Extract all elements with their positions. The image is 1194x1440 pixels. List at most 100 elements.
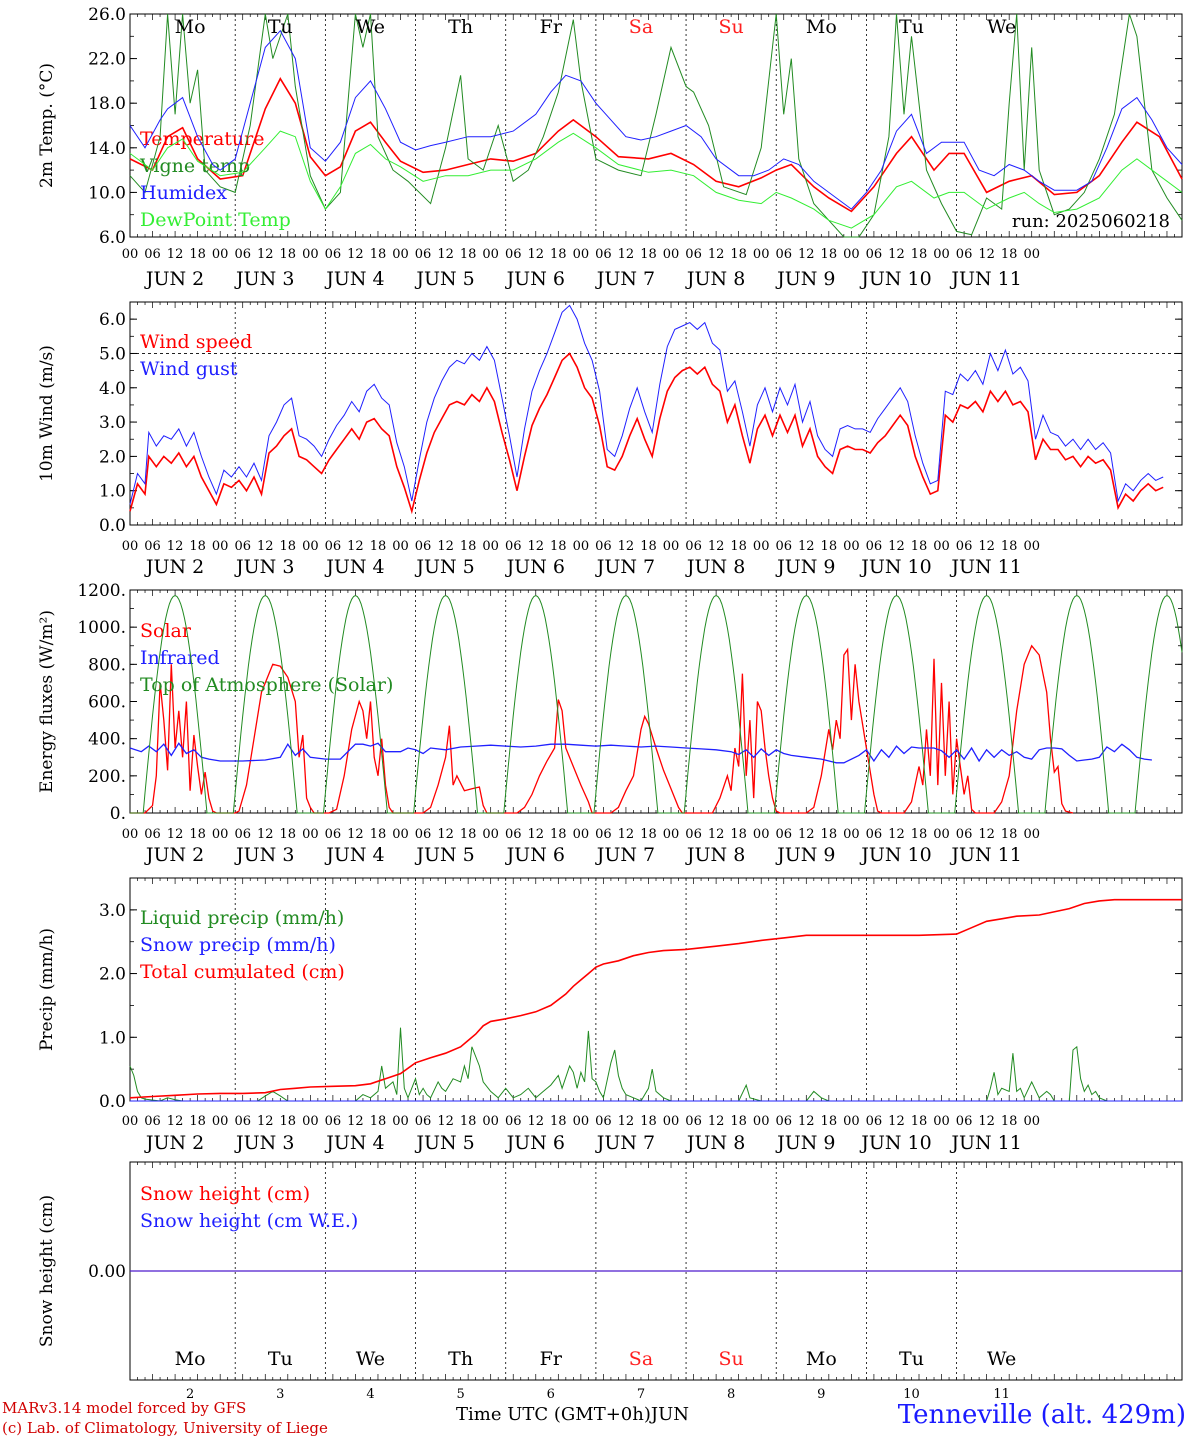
day-label: JUN 10 (859, 268, 931, 290)
hour-tick-label: 00 (573, 247, 590, 262)
hour-tick-label: 00 (663, 1114, 680, 1129)
hour-tick-label: 00 (482, 247, 499, 262)
day-name: Sa (629, 1348, 653, 1370)
legend-entry: Total cumulated (cm) (140, 961, 345, 983)
hour-tick-label: 18 (821, 1114, 838, 1129)
day-label: JUN 6 (505, 268, 565, 290)
hour-tick-label: 12 (257, 247, 274, 262)
y-tick-label: 18.0 (88, 94, 126, 114)
day-label: JUN 6 (505, 1132, 565, 1154)
series-line (129, 898, 1182, 1099)
legend-entry: Wind gust (140, 358, 238, 380)
series-line (130, 595, 1183, 814)
legend-entry: Temperature (140, 128, 264, 150)
hour-tick-label: 00 (753, 247, 770, 262)
hour-tick-label: 06 (415, 247, 432, 262)
hour-tick-label: 06 (775, 247, 792, 262)
hour-tick-label: 06 (325, 247, 342, 262)
hour-tick-label: 18 (280, 247, 297, 262)
hour-tick-label: 12 (167, 1114, 184, 1129)
hour-tick-label: 18 (460, 827, 477, 842)
day-label: JUN 4 (324, 844, 384, 866)
hour-tick-label: 00 (122, 1114, 139, 1129)
day-label: JUN 3 (234, 556, 294, 578)
hour-tick-label: 00 (663, 247, 680, 262)
day-name: Tu (899, 16, 924, 38)
hour-tick-label: 18 (189, 827, 206, 842)
day-label: JUN 8 (685, 268, 745, 290)
day-name: Fr (540, 1348, 563, 1370)
hour-tick-label: 00 (573, 827, 590, 842)
hour-tick-label: 06 (775, 827, 792, 842)
day-label: JUN 5 (414, 1132, 474, 1154)
y-tick-label: 14.0 (88, 139, 126, 159)
day-name: We (987, 16, 1016, 38)
plot-frame (129, 301, 1183, 526)
hour-tick-label: 06 (956, 1114, 973, 1129)
hour-tick-label: 00 (753, 827, 770, 842)
hour-tick-label: 12 (708, 247, 725, 262)
day-name: We (356, 16, 385, 38)
hour-tick-label: 06 (415, 827, 432, 842)
hour-tick-label: 12 (618, 827, 635, 842)
day-label: JUN 10 (859, 844, 931, 866)
hour-tick-label: 18 (460, 247, 477, 262)
day-label: JUN 7 (595, 1132, 655, 1154)
hour-tick-label: 12 (798, 539, 815, 554)
hour-tick-label: 00 (843, 247, 860, 262)
hour-tick-label: 18 (550, 247, 567, 262)
legend-entry: Wind speed (140, 331, 252, 353)
hour-tick-label: 06 (685, 539, 702, 554)
hour-tick-label: 12 (618, 247, 635, 262)
hour-tick-label: 06 (144, 827, 161, 842)
hour-tick-label: 18 (189, 539, 206, 554)
hour-tick-label: 18 (911, 247, 928, 262)
legend-entry: Vigne temp (139, 155, 250, 177)
hour-tick-label: 06 (866, 247, 883, 262)
day-number: 2 (186, 1387, 194, 1402)
hour-tick-label: 18 (640, 827, 657, 842)
day-label: JUN 3 (234, 844, 294, 866)
hour-tick-label: 18 (911, 539, 928, 554)
hour-tick-label: 00 (663, 827, 680, 842)
day-label: JUN 5 (414, 268, 474, 290)
hour-tick-label: 18 (189, 247, 206, 262)
hour-tick-label: 18 (1001, 1114, 1018, 1129)
legend-entry: Snow precip (mm/h) (140, 934, 336, 956)
day-name: Fr (540, 16, 563, 38)
hour-tick-label: 06 (866, 827, 883, 842)
station-name: Tenneville (alt. 429m) (897, 1400, 1186, 1430)
hour-tick-label: 12 (437, 1114, 454, 1129)
y-axis-label: 2m Temp. (°C) (37, 63, 57, 188)
series-line (129, 352, 1164, 515)
y-axis-label: Precip (mm/h) (37, 928, 57, 1051)
day-label: JUN 9 (775, 268, 835, 290)
y-axis-label: Snow height (cm) (37, 1195, 57, 1347)
hour-tick-label: 00 (392, 539, 409, 554)
day-name: Su (719, 1348, 744, 1370)
day-number: 9 (817, 1387, 825, 1402)
series-line (129, 29, 1183, 210)
hour-tick-label: 00 (212, 827, 229, 842)
hour-tick-label: 00 (302, 539, 319, 554)
legend-entry: Solar (140, 620, 192, 642)
day-number: 5 (456, 1387, 464, 1402)
day-number: 8 (727, 1387, 735, 1402)
day-label: JUN 6 (505, 556, 565, 578)
y-tick-label: 1200. (77, 581, 126, 601)
hour-tick-label: 06 (595, 247, 612, 262)
hour-tick-label: 18 (370, 247, 387, 262)
hour-tick-label: 18 (280, 539, 297, 554)
y-tick-label: 6.0 (99, 228, 126, 248)
hour-tick-label: 18 (730, 247, 747, 262)
day-label: JUN 9 (775, 844, 835, 866)
hour-tick-label: 18 (370, 539, 387, 554)
hour-tick-label: 18 (370, 827, 387, 842)
hour-tick-label: 18 (550, 1114, 567, 1129)
legend-entry: Humidex (140, 182, 227, 204)
day-label: JUN 3 (234, 1132, 294, 1154)
legend-entry: DewPoint Temp (140, 209, 291, 231)
day-label: JUN 7 (595, 556, 655, 578)
hour-tick-label: 12 (167, 539, 184, 554)
hour-tick-label: 18 (640, 1114, 657, 1129)
